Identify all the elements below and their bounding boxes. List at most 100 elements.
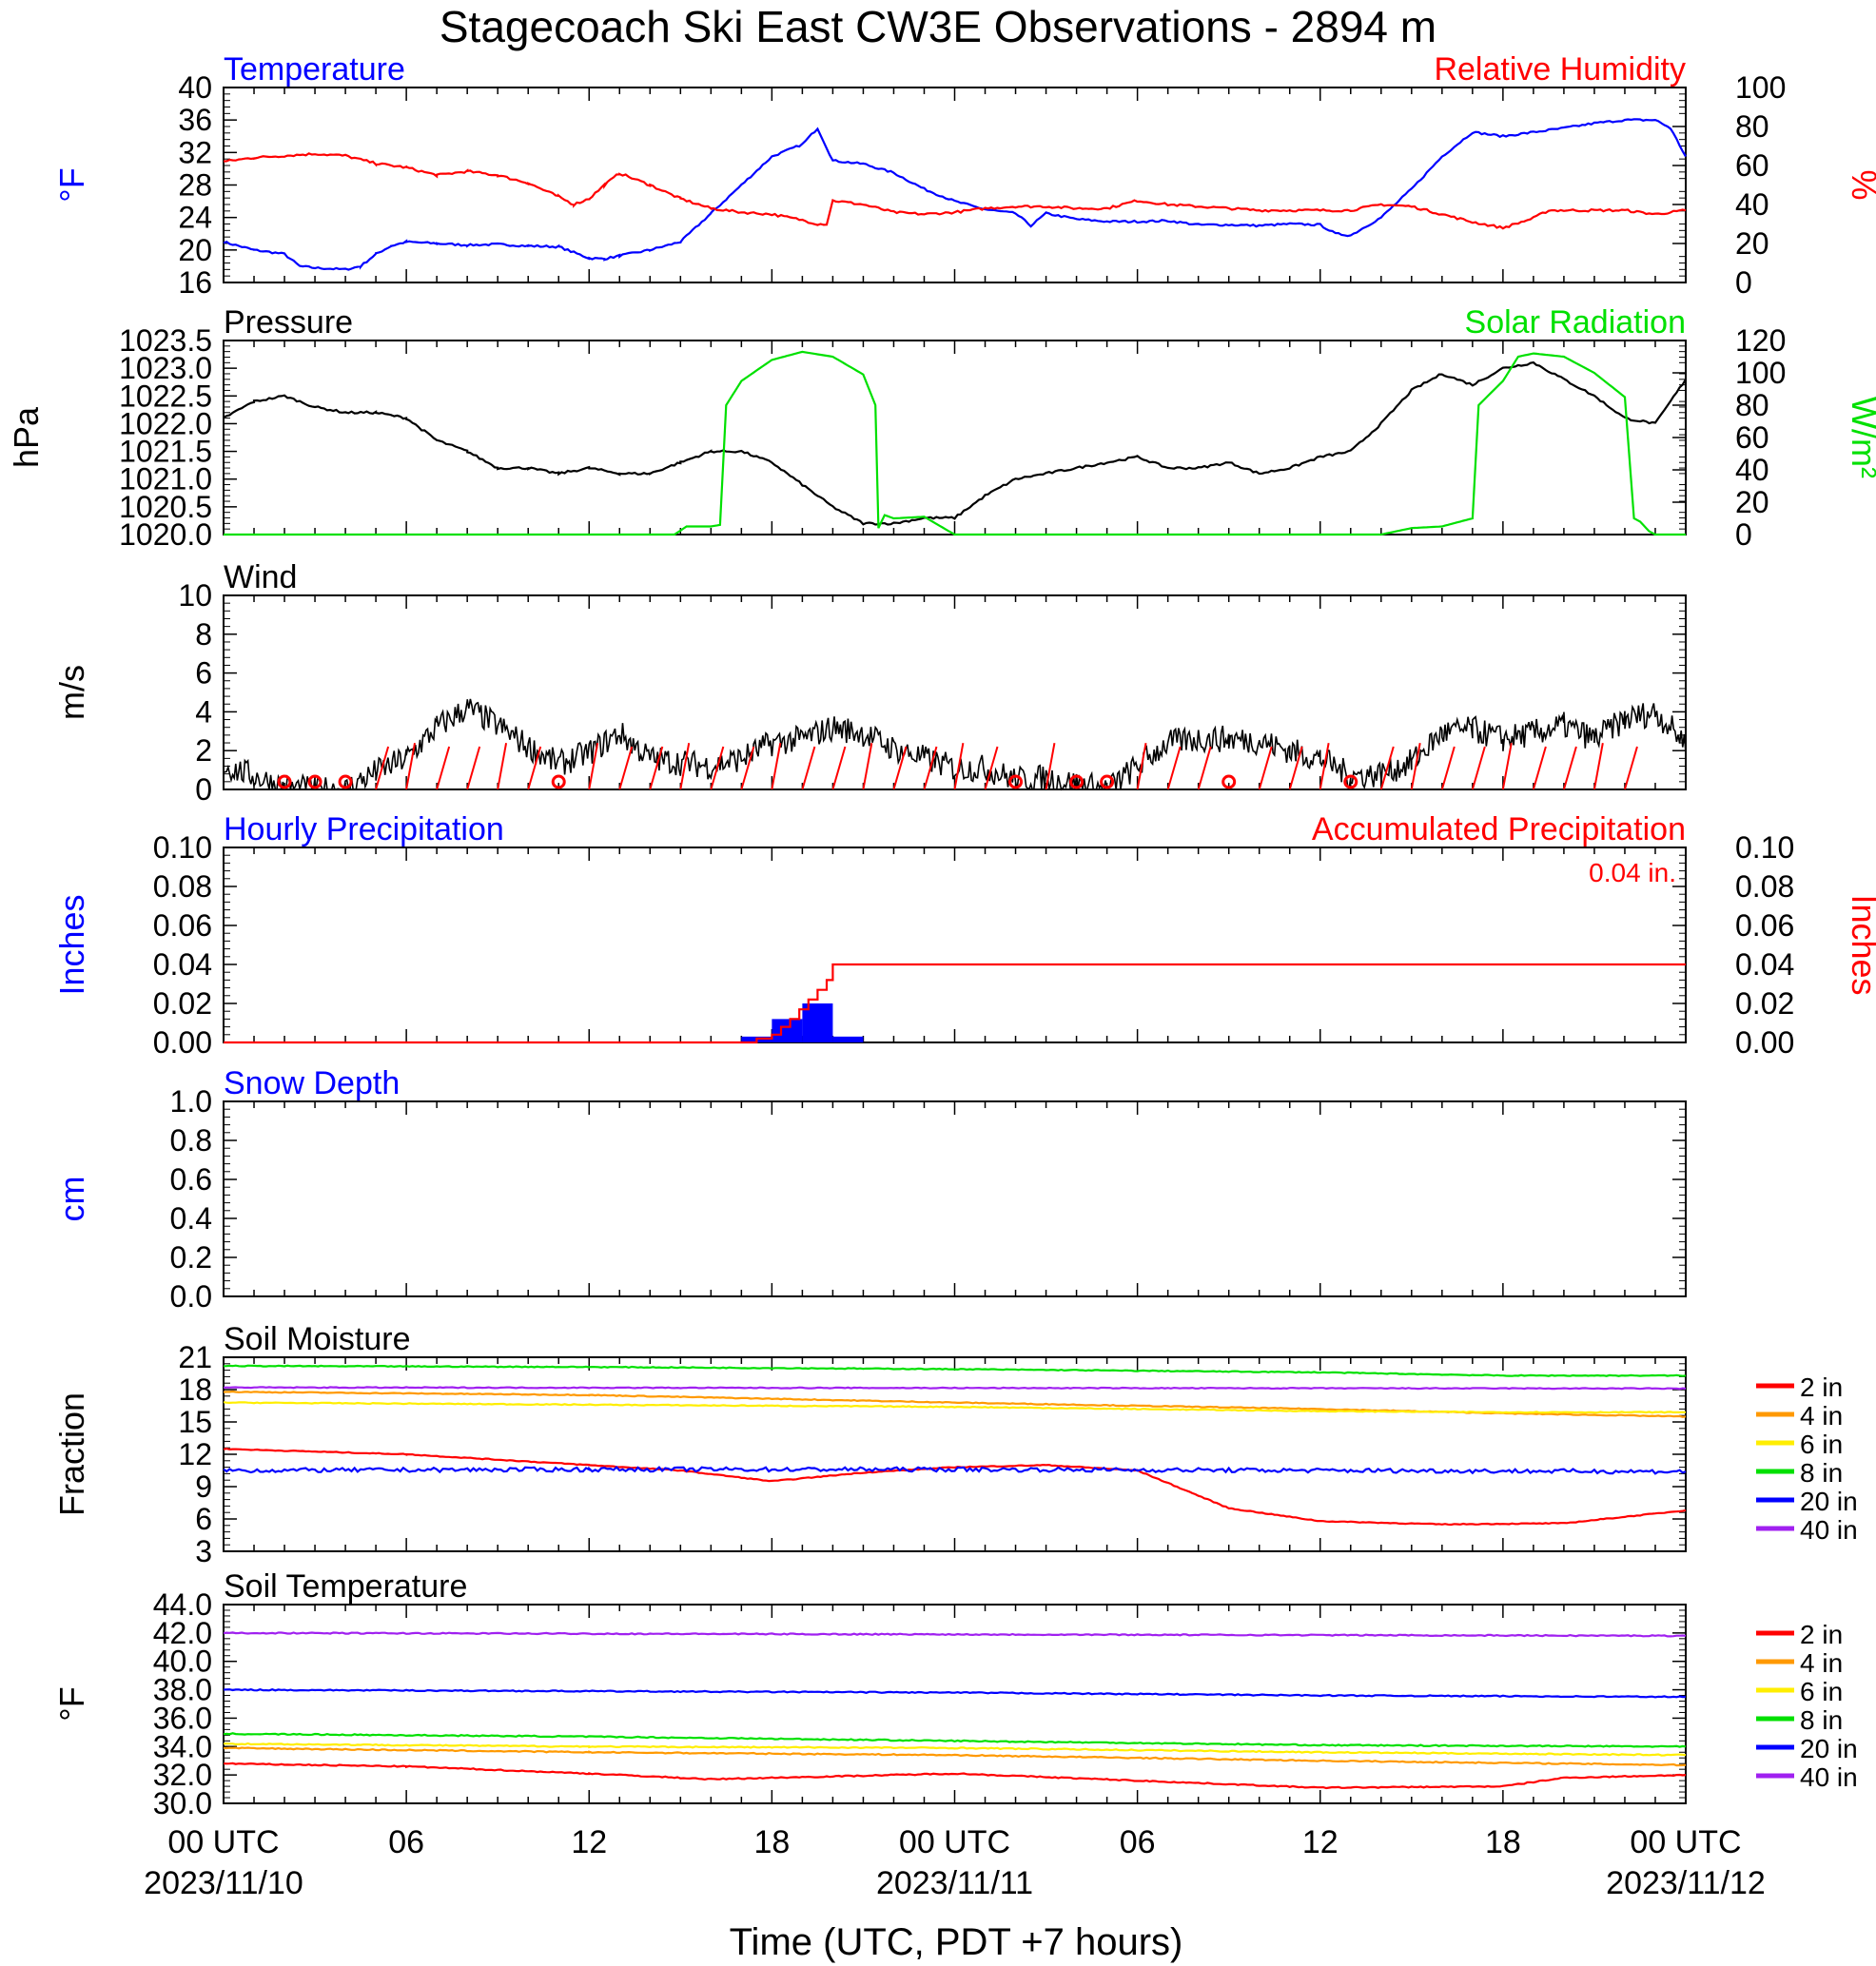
y-tick-label: 1.0 <box>170 1084 212 1119</box>
snow-depth-panel: 0.0 0.2 0.4 0.6 0.8 1.0 Snow Depth cm <box>52 1065 1687 1314</box>
y-tick-label-right: 100 <box>1735 356 1786 390</box>
y-tick-label-right: 40 <box>1735 453 1769 487</box>
y-tick-label-right: 0.08 <box>1735 869 1794 904</box>
y-tick-label: 6 <box>195 656 212 691</box>
wind-barb <box>1593 742 1604 790</box>
wind-barb <box>1562 746 1577 790</box>
wind-barb <box>1166 746 1182 790</box>
plot-frame <box>223 847 1687 1043</box>
y-tick-label-right: 80 <box>1735 388 1769 422</box>
y-tick-label: 0.04 <box>153 947 212 982</box>
series-line-6-in <box>223 1401 1687 1414</box>
panel-title-left: Temperature <box>224 51 405 88</box>
x-axis-title: Time (UTC, PDT +7 hours) <box>730 1921 1183 1963</box>
wind-barb <box>710 746 725 790</box>
series-line-solar-radiation <box>224 350 1686 536</box>
legend-label: 40 in <box>1800 1762 1858 1792</box>
wind-barb <box>1288 746 1303 790</box>
wind-barb <box>771 742 782 790</box>
y-tick-label: 1020.0 <box>119 517 212 552</box>
figure-title: Stagecoach Ski East CW3E Observations - … <box>440 2 1436 51</box>
y-tick-label: 0.08 <box>153 869 212 904</box>
legend-label: 8 in <box>1800 1705 1843 1735</box>
x-tick-date-label: 2023/11/11 <box>876 1865 1033 1901</box>
x-tick-label: 06 <box>1120 1824 1156 1860</box>
wind-barb <box>984 746 999 790</box>
y-axis-label-left: cm <box>52 1177 91 1222</box>
legend-label: 20 in <box>1800 1487 1858 1516</box>
panel-title-left: Snow Depth <box>224 1065 400 1101</box>
y-tick-label: 42.0 <box>153 1616 212 1650</box>
total-precip-annotation: 0.04 in. <box>1589 858 1676 887</box>
calm-wind-marker <box>1221 774 1237 789</box>
wind-barb <box>953 742 965 790</box>
wind-barb <box>1319 742 1330 790</box>
wind-barb <box>375 746 390 790</box>
y-tick-label: 0.02 <box>153 986 212 1021</box>
legend-label: 6 in <box>1800 1430 1843 1459</box>
plot-frame <box>223 87 1687 283</box>
plot-frame <box>223 340 1687 535</box>
y-tick-label-right: 0.02 <box>1735 986 1794 1021</box>
y-tick-label: 36 <box>178 103 212 137</box>
y-tick-label: 0.4 <box>170 1201 212 1236</box>
y-axis-label-left: °F <box>52 1686 91 1721</box>
wind-barb <box>1471 746 1486 790</box>
plot-frame <box>223 1100 1687 1297</box>
y-axis-label-left: Inches <box>52 894 91 995</box>
y-tick-label: 21 <box>178 1340 212 1374</box>
wind-barb <box>1501 742 1513 790</box>
y-tick-label: 0.8 <box>170 1123 212 1158</box>
y-tick-label-right: 0 <box>1735 517 1752 552</box>
wind-barb <box>1410 742 1421 790</box>
y-tick-label: 0.2 <box>170 1240 212 1275</box>
y-tick-label: 10 <box>178 578 212 613</box>
y-tick-label: 40 <box>178 70 212 105</box>
legend-label: 4 in <box>1800 1648 1843 1678</box>
series-line-temperature <box>223 118 1687 271</box>
calm-wind-marker <box>551 774 566 789</box>
y-axis-label-right: Inches <box>1845 894 1876 995</box>
y-tick-label: 0.10 <box>153 830 212 865</box>
series-line-2-in <box>223 1447 1687 1527</box>
soil-temperature-panel: 30.032.034.036.038.040.042.044.0 Soil Tem… <box>52 1568 1858 1820</box>
y-tick-label: 6 <box>195 1502 212 1536</box>
x-tick-label: 12 <box>571 1824 607 1860</box>
wind-barb <box>1197 746 1212 790</box>
wind-barb <box>1136 742 1147 790</box>
wind-barb <box>436 746 451 790</box>
series-line-2-in <box>223 1762 1687 1790</box>
hourly-precip-bar <box>832 1036 864 1042</box>
y-tick-label: 24 <box>178 201 212 235</box>
x-tick-label: 18 <box>753 1824 790 1860</box>
series-line-8-in <box>223 1364 1687 1377</box>
hourly-precip-bar <box>772 1019 803 1042</box>
y-tick-label: 1020.5 <box>119 490 212 524</box>
series-line-40-in <box>223 1386 1687 1391</box>
wind-barb <box>588 742 599 790</box>
wind-barb <box>862 742 873 790</box>
wind-barb <box>892 746 908 790</box>
calm-wind-marker <box>338 774 353 789</box>
wind-barb <box>801 746 816 790</box>
calm-wind-marker <box>1100 774 1115 789</box>
y-tick-label: 34.0 <box>153 1729 212 1763</box>
y-tick-label-right: 60 <box>1735 148 1769 183</box>
y-tick-label: 0.0 <box>170 1279 212 1314</box>
y-tick-label-right: 20 <box>1735 226 1769 261</box>
x-tick-label: 18 <box>1485 1824 1521 1860</box>
y-axis-label-right: W/m² <box>1845 397 1876 478</box>
plot-frame <box>223 594 1687 790</box>
y-tick-label: 0.6 <box>170 1162 212 1197</box>
y-tick-label: 2 <box>195 733 212 768</box>
y-axis-label-left: °F <box>52 167 91 202</box>
wind-barb <box>831 746 847 790</box>
y-tick-label: 36.0 <box>153 1701 212 1735</box>
wind-barb <box>1623 746 1638 790</box>
legend-label: 2 in <box>1800 1372 1843 1402</box>
panel-title-right: Accumulated Precipitation <box>1312 811 1686 847</box>
wind-barb <box>618 746 634 790</box>
legend-label: 20 in <box>1800 1734 1858 1763</box>
wind-barb <box>1532 746 1547 790</box>
wind-barb <box>1258 746 1273 790</box>
